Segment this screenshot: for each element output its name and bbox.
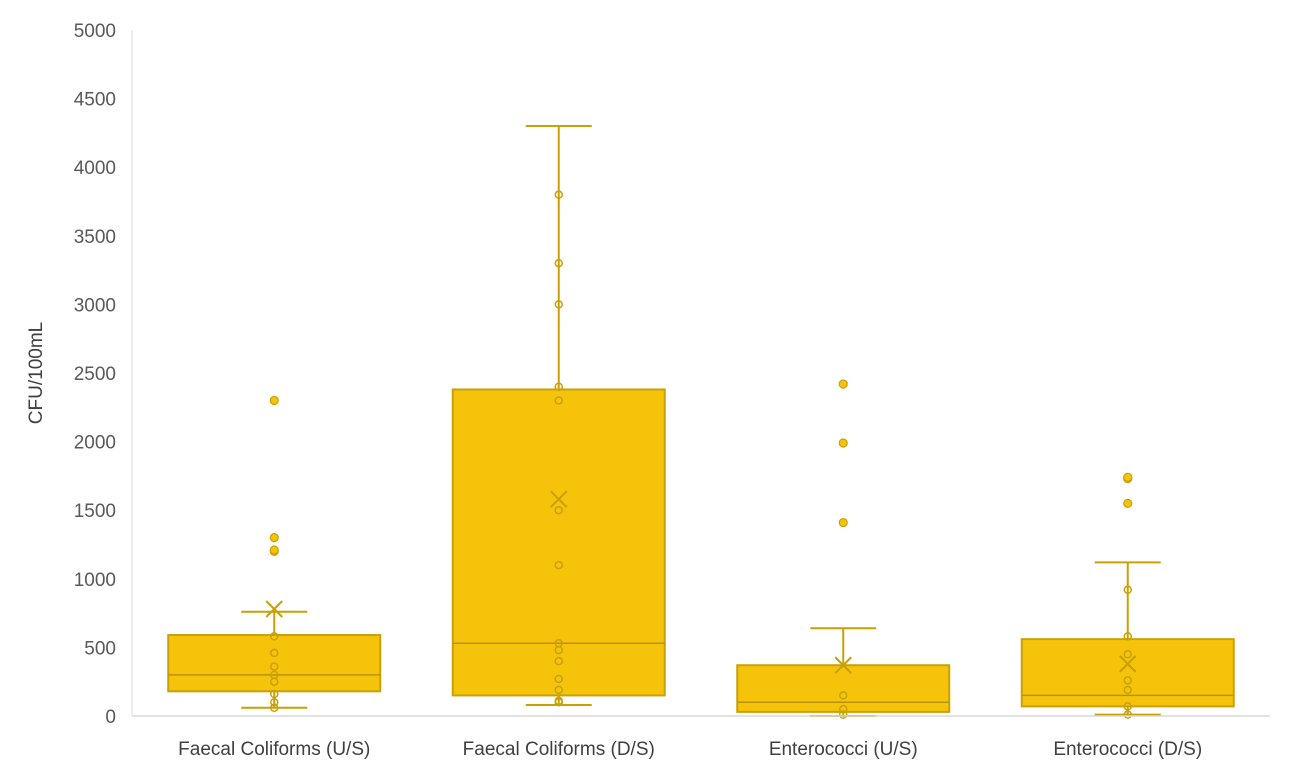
data-point xyxy=(554,560,563,570)
mean-marker xyxy=(550,490,568,508)
y-tick-label: 2000 xyxy=(74,433,116,454)
mean-marker xyxy=(265,600,283,618)
x-category-label: Enterococci (D/S) xyxy=(1053,739,1202,760)
data-point xyxy=(270,670,279,680)
data-point xyxy=(270,662,279,671)
data-point xyxy=(270,648,279,658)
x-axis: Faecal Coliforms (U/S) Faecal Coliforms (… xyxy=(132,715,1270,760)
outlier-point xyxy=(269,533,279,543)
outlier-point xyxy=(838,438,848,448)
data-point xyxy=(270,689,279,699)
y-tick-label: 500 xyxy=(84,638,116,659)
box-group xyxy=(736,379,951,719)
data-point xyxy=(270,632,279,641)
data-point xyxy=(554,190,563,199)
data-point xyxy=(839,691,848,700)
box-iqr xyxy=(1020,638,1235,708)
x-category-label: Faecal Coliforms (D/S) xyxy=(463,739,655,760)
data-point xyxy=(1123,710,1132,719)
box-group xyxy=(1020,472,1235,719)
y-tick-label: 3000 xyxy=(74,295,116,316)
data-point xyxy=(1123,702,1132,711)
data-point xyxy=(554,258,563,268)
outlier-point xyxy=(269,545,279,555)
data-point xyxy=(554,674,563,684)
data-point xyxy=(1123,650,1132,659)
outlier-point xyxy=(1123,498,1133,508)
data-point xyxy=(554,505,563,515)
x-category-label: Enterococci (U/S) xyxy=(769,739,918,760)
y-axis: 0 500 1000 1500 2000 2500 3000 3500 4000 4500 5000 xyxy=(74,21,133,728)
y-tick-label: 4500 xyxy=(74,90,116,111)
data-point xyxy=(1123,585,1132,595)
x-category-label: Faecal Coliforms (U/S) xyxy=(178,739,370,760)
mean-marker xyxy=(1119,655,1137,673)
data-point xyxy=(1123,676,1132,685)
box-iqr xyxy=(736,664,951,713)
data-point xyxy=(554,396,563,405)
box-iqr xyxy=(451,388,666,697)
box-group xyxy=(451,125,666,707)
outlier-point xyxy=(269,395,279,406)
data-point xyxy=(554,300,563,309)
data-point xyxy=(554,382,563,391)
data-point xyxy=(554,639,563,648)
y-tick-label: 0 xyxy=(105,707,116,728)
y-axis-title: CFU/100mL xyxy=(26,322,47,424)
data-point xyxy=(270,703,279,713)
data-point xyxy=(839,704,848,714)
outlier-point xyxy=(838,517,848,528)
y-tick-label: 4000 xyxy=(74,158,116,179)
boxes xyxy=(167,125,1235,719)
data-point xyxy=(1123,685,1132,695)
y-tick-label: 3500 xyxy=(74,227,116,248)
data-point xyxy=(554,685,563,695)
y-tick-label: 2500 xyxy=(74,364,116,385)
mean-marker xyxy=(834,656,852,674)
data-point xyxy=(554,656,563,666)
outlier-point xyxy=(1123,472,1133,482)
y-tick-label: 1000 xyxy=(74,570,116,591)
data-point xyxy=(1123,632,1132,641)
y-tick-label: 5000 xyxy=(74,21,116,42)
data-point xyxy=(839,710,848,719)
box-group xyxy=(167,395,382,713)
y-tick-label: 1500 xyxy=(74,501,116,522)
data-point xyxy=(554,696,563,706)
outlier-point xyxy=(838,379,848,389)
data-point xyxy=(270,698,279,707)
